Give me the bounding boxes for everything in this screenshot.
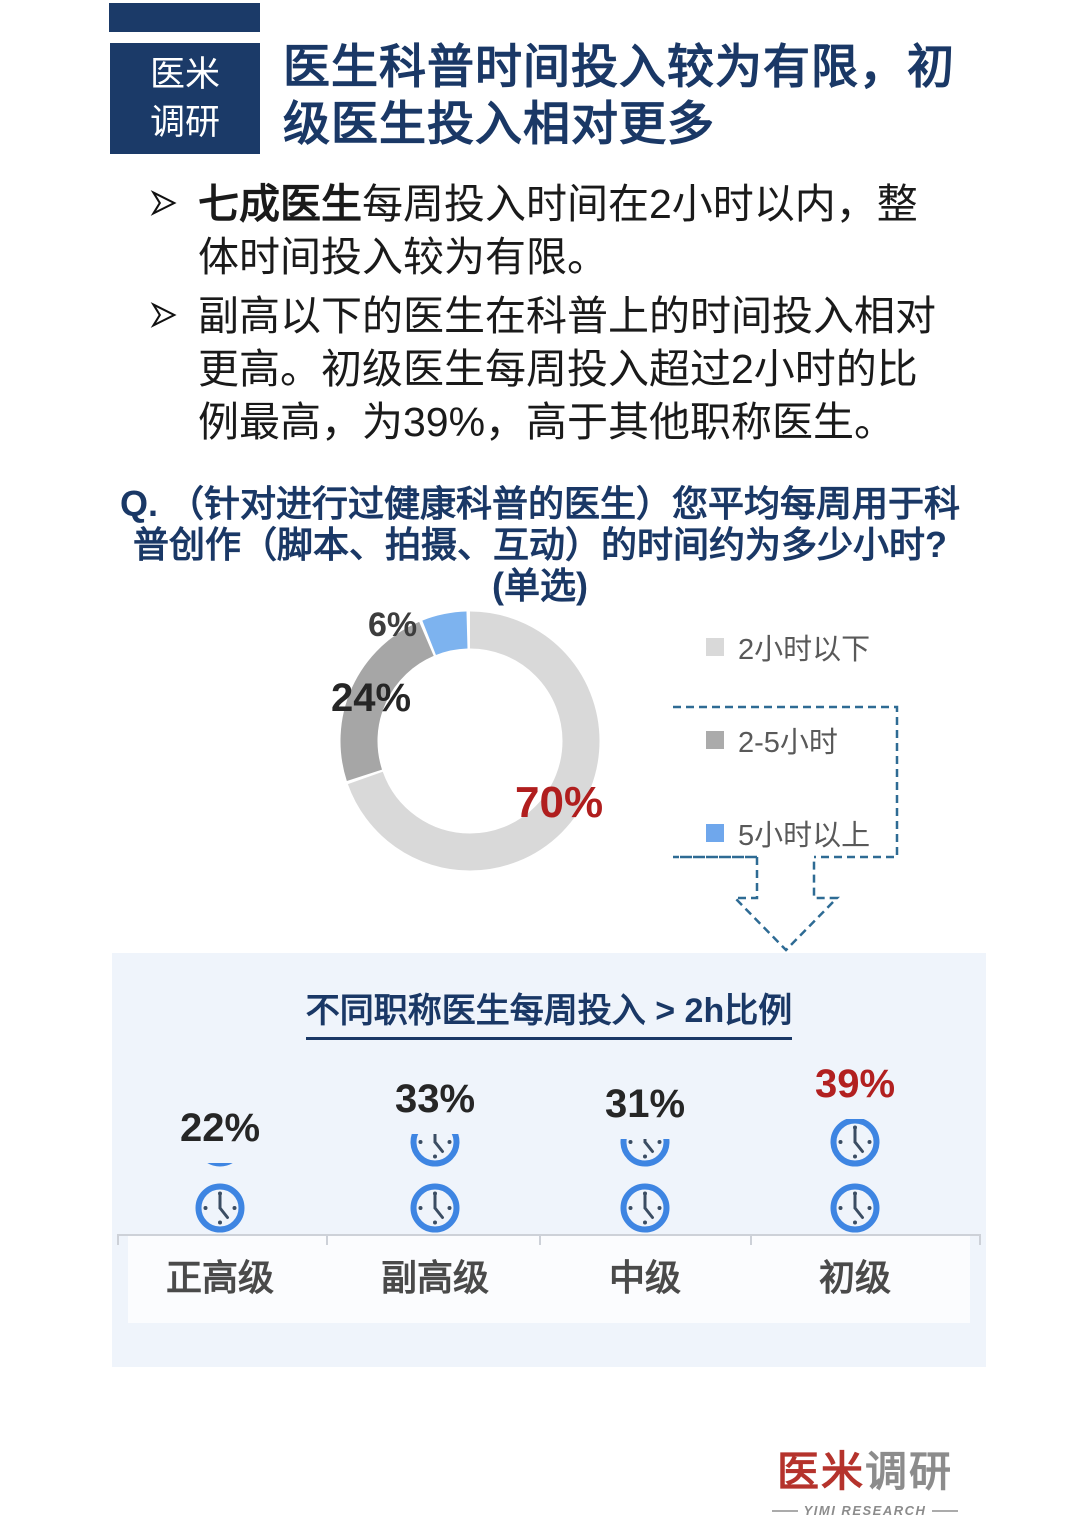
clock-icon-svg [207,1163,233,1167]
page-title: 医生科普时间投入较为有限，初 级医生投入相对更多 [283,38,1073,152]
survey-question: Q. （针对进行过健康科普的医生）您平均每周用于科 普创作（脚本、拍摄、互动）的… [110,483,970,606]
bullet-body: 副高以下的医生在科普上的时间投入相对更高。初级医生每周投入超过2小时的比例最高，… [198,293,936,445]
legend-item-over5h: 5小时以上 [706,812,870,854]
panel-title: 不同职称医生每周投入 > 2h比例 [305,983,793,1040]
legend-item-under2h: 2小时以下 [706,626,870,668]
clock-icon-svg [410,1183,460,1233]
bullet-text: 七成医生每周投入时间在2小时以内，整体时间投入较为有限。 [198,178,938,284]
question-line2: 普创作（脚本、拍摄、互动）的时间约为多少小时? [133,524,947,565]
picto-column-3: 39% [800,1062,910,1234]
legend-swatch-over5h [706,824,724,842]
category-label-1: 副高级 [380,1257,489,1298]
question-line3: (单选) [492,565,588,606]
dashed-box-outline [673,705,899,859]
picto-column-0: 22% [165,1106,275,1234]
legend-label-under2h: 2小时以下 [738,634,871,666]
donut-slice-0 [340,611,600,871]
logo-text-line1: 医米 [149,55,220,94]
arrow-bullet-shape [150,190,177,216]
question-line1: Q. （针对进行过健康科普的医生）您平均每周用于科 [119,483,960,524]
donut-label-over5h: 6% [368,606,418,644]
legend-item-2to5h: 2-5小时 [706,719,838,761]
donut-slice-2 [340,611,600,871]
key-findings: 七成医生每周投入时间在2小时以内，整体时间投入较为有限。 副高以下的医生在科普上… [150,178,950,455]
bullet-text: 副高以下的医生在科普上的时间投入相对更高。初级医生每周投入超过2小时的比例最高，… [198,290,938,449]
footer-rule-right [932,1509,959,1512]
logo-box: 医米 调研 [110,43,260,154]
donut-chart [340,611,600,871]
arrow-bullet-icon [150,190,177,216]
clock-icon-svg [195,1183,245,1233]
legend-swatch-2to5h [706,731,724,749]
picto-value-label: 31% [604,1082,686,1126]
panel-label-band [128,1235,970,1323]
picto-value-label: 22% [179,1106,261,1150]
top-accent-bar [109,3,260,32]
arrow-bullet-shape [150,302,177,328]
clock-icon-partial [829,1119,881,1168]
arrow-bullet-icon [150,302,177,328]
category-label-2: 中级 [608,1257,681,1298]
panel-title-row: 不同职称医生每周投入 > 2h比例 [112,983,986,1040]
footer-rule-left [771,1509,798,1512]
picto-column-1: 33% [380,1077,490,1234]
clock-icon-svg [830,1119,880,1167]
footer-logo-en-row: YIMI RESEARCH [770,1503,960,1518]
category-label-0: 正高级 [165,1257,274,1298]
clock-icon-svg [830,1183,880,1233]
footer-logo-cn-gray: 调研 [865,1448,954,1495]
clock-icon-partial [194,1163,246,1168]
donut-label-2to5h: 24% [331,676,412,720]
clock-icon-svg [410,1134,460,1167]
legend-swatch-under2h [706,638,724,656]
axis-tick [750,1236,752,1245]
footer-logo-en: YIMI RESEARCH [803,1503,927,1518]
footer-logo-cn: 医米调研 [770,1438,960,1499]
clock-icon-svg [620,1183,670,1233]
category-label-3: 初级 [818,1257,891,1298]
picto-value-label: 39% [814,1062,896,1106]
clock-icon-partial [619,1139,671,1168]
axis-tick [117,1236,119,1245]
clock-icon [409,1182,461,1234]
bullet-item: 七成医生每周投入时间在2小时以内，整体时间投入较为有限。 [150,178,950,284]
page-title-line1: 医生科普时间投入较为有限，初 [283,40,955,93]
logo-text-line2: 调研 [149,103,220,142]
clock-icon [619,1182,671,1234]
donut-label-under2h: 70% [515,778,604,827]
bullet-item: 副高以下的医生在科普上的时间投入相对更高。初级医生每周投入超过2小时的比例最高，… [150,290,950,449]
clock-icon-partial [409,1134,461,1168]
legend-label-over5h: 5小时以上 [738,820,871,852]
breakdown-panel: 不同职称医生每周投入 > 2h比例 22% 33% 31% 39% 正高级 副高级 中级 初… [112,953,986,1367]
clock-icon-svg [620,1139,670,1167]
axis-baseline [117,1234,981,1236]
bullet-lead: 七成医生 [198,181,362,227]
footer-logo-cn-red: 医米 [776,1448,865,1495]
down-arrow-outline [732,857,840,952]
axis-tick [326,1236,328,1245]
page-title-line2: 级医生投入相对更多 [283,97,715,150]
picto-value-label: 33% [394,1077,476,1121]
bullet-body: 每周投入时间在2小时以内，整体时间投入较为有限。 [198,181,918,280]
axis-tick [979,1236,981,1245]
clock-icon [194,1182,246,1234]
callout-arrow-graphic [673,705,899,952]
clock-icon [829,1182,881,1234]
footer-logo: 医米调研 YIMI RESEARCH [770,1438,960,1518]
legend-label-2to5h: 2-5小时 [738,727,838,759]
picto-column-2: 31% [590,1082,700,1234]
axis-tick [539,1236,541,1245]
